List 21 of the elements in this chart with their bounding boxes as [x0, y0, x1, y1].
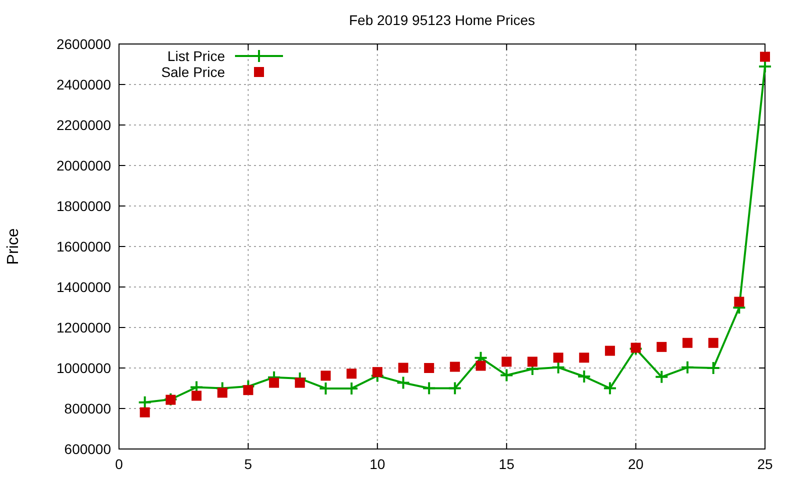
y-tick-label: 1800000: [56, 198, 112, 214]
y-tick-label: 800000: [64, 400, 112, 416]
y-tick-label: 1200000: [56, 319, 112, 336]
y-axis-title: Price: [5, 228, 22, 265]
x-tick-label: 5: [244, 456, 252, 472]
chart-title: Feb 2019 95123 Home Prices: [349, 12, 535, 28]
y-tick-label: 2200000: [56, 116, 112, 133]
x-tick-label: 10: [370, 456, 386, 472]
legend-label: List Price: [167, 48, 226, 64]
y-tick-label: 600000: [64, 440, 112, 457]
y-tick-label: 2000000: [56, 157, 112, 174]
x-tick-label: 15: [498, 456, 515, 472]
y-tick-label: 2400000: [56, 76, 112, 92]
x-tick-label: 20: [628, 456, 644, 472]
x-tick-label: 0: [115, 456, 124, 472]
legend-label: Sale Price: [161, 64, 226, 80]
x-tick-label: 25: [757, 456, 773, 472]
y-tick-label: 2600000: [56, 36, 112, 52]
y-tick-label: 1600000: [56, 238, 112, 254]
y-tick-label: 1400000: [56, 278, 112, 295]
y-tick-label: 1000000: [56, 360, 112, 376]
